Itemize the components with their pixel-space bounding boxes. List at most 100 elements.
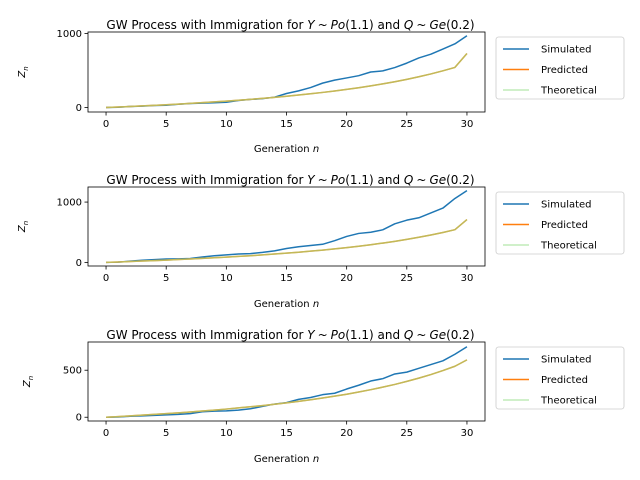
x-tick-label: 10	[220, 119, 233, 130]
chart-panel-1: GW Process with Immigration for Y ~ Po(1.1…	[17, 18, 625, 155]
x-axis-label: Generation n	[254, 144, 319, 155]
x-tick-label: 10	[220, 273, 233, 284]
legend-label-predicted: Predicted	[541, 65, 588, 76]
legend-label-theoretical: Theoretical	[540, 86, 597, 97]
x-tick-label: 15	[280, 119, 293, 130]
y-tick-label: 0	[76, 413, 82, 424]
x-axis-label-var: n	[313, 454, 319, 465]
legend-label-simulated: Simulated	[541, 355, 592, 366]
title-sim: ~	[318, 328, 328, 342]
title-sim: ~	[416, 18, 426, 32]
x-tick-label: 15	[280, 273, 293, 284]
y-tick-label: 0	[76, 103, 82, 114]
title-var-y: Y	[307, 328, 316, 342]
y-axis-label-var: Z	[22, 379, 33, 388]
x-tick-label: 0	[103, 428, 109, 439]
title-and: and	[374, 173, 404, 187]
title-arg-ge: (0.2)	[446, 328, 474, 342]
legend-label-simulated: Simulated	[541, 45, 592, 56]
title-var-y: Y	[307, 18, 316, 32]
x-tick-label: 25	[400, 119, 413, 130]
x-axis-label-text: Generation	[254, 454, 313, 465]
title-var-q: Q	[404, 18, 413, 32]
y-axis-label-sub: n	[27, 376, 35, 380]
legend-label-theoretical: Theoretical	[540, 396, 597, 407]
y-tick-label: 0	[76, 258, 82, 269]
legend-label-predicted: Predicted	[541, 375, 588, 386]
title-var-q: Q	[404, 328, 413, 342]
title-sim: ~	[318, 173, 328, 187]
chart-panel-2: GW Process with Immigration for Y ~ Po(1.1…	[17, 173, 625, 310]
x-tick-label: 30	[461, 273, 474, 284]
title-var-y: Y	[307, 173, 316, 187]
x-tick-label: 10	[220, 428, 233, 439]
x-tick-label: 0	[103, 119, 109, 130]
series-line-theoretical	[106, 52, 468, 109]
series-line-simulated	[106, 189, 468, 264]
series-line-theoretical	[106, 359, 468, 418]
x-tick-label: 25	[400, 273, 413, 284]
y-tick-label: 1000	[57, 29, 82, 40]
legend-label-theoretical: Theoretical	[540, 241, 597, 252]
title-arg-po: (1.1)	[345, 328, 373, 342]
x-axis-label: Generation n	[254, 299, 319, 310]
legend-label-predicted: Predicted	[541, 220, 588, 231]
x-tick-label: 20	[340, 428, 353, 439]
legend-box	[495, 346, 625, 410]
title-prefix: GW Process with Immigration for	[106, 328, 307, 342]
title-arg-po: (1.1)	[345, 18, 373, 32]
y-axis-label: Zn	[22, 376, 35, 388]
legend-label-simulated: Simulated	[541, 200, 592, 211]
x-tick-label: 20	[340, 273, 353, 284]
x-tick-label: 25	[400, 428, 413, 439]
title-and: and	[374, 328, 404, 342]
chart-title: GW Process with Immigration for Y ~ Po(1.1…	[106, 18, 474, 32]
title-sim: ~	[416, 328, 426, 342]
y-axis-label-sub: n	[22, 221, 30, 225]
x-axis-label-text: Generation	[254, 299, 313, 310]
legend: Simulated Predicted Theoretical	[495, 346, 625, 410]
legend-box	[495, 191, 625, 255]
title-arg-ge: (0.2)	[446, 173, 474, 187]
series-line-theoretical	[106, 218, 468, 264]
x-tick-label: 30	[461, 119, 474, 130]
title-dist-po: Po	[331, 328, 346, 342]
legend-box	[495, 36, 625, 100]
title-prefix: GW Process with Immigration for	[106, 18, 307, 32]
title-arg-ge: (0.2)	[446, 18, 474, 32]
y-axis-label-sub: n	[22, 66, 30, 70]
legend: Simulated Predicted Theoretical	[495, 191, 625, 255]
title-dist-ge: Ge	[429, 328, 446, 342]
title-var-q: Q	[404, 173, 413, 187]
y-axis-label: Zn	[17, 66, 30, 78]
y-axis-label-var: Z	[17, 224, 28, 233]
y-axis-label-var: Z	[17, 70, 28, 79]
title-sim: ~	[318, 18, 328, 32]
x-axis-label-var: n	[313, 144, 319, 155]
chart-panel-3: GW Process with Immigration for Y ~ Po(1.1…	[22, 328, 625, 465]
chart-title: GW Process with Immigration for Y ~ Po(1.1…	[106, 328, 474, 342]
title-dist-ge: Ge	[429, 173, 446, 187]
x-axis-label: Generation n	[254, 454, 319, 465]
title-prefix: GW Process with Immigration for	[106, 173, 307, 187]
x-axis-label-text: Generation	[254, 144, 313, 155]
x-tick-label: 20	[340, 119, 353, 130]
y-axis-label: Zn	[17, 221, 30, 233]
y-tick-label: 500	[63, 366, 82, 377]
title-sim: ~	[416, 173, 426, 187]
legend: Simulated Predicted Theoretical	[495, 36, 625, 100]
chart-title: GW Process with Immigration for Y ~ Po(1.1…	[106, 173, 474, 187]
x-tick-label: 5	[163, 273, 169, 284]
x-tick-label: 5	[163, 428, 169, 439]
x-tick-label: 5	[163, 119, 169, 130]
title-dist-ge: Ge	[429, 18, 446, 32]
title-and: and	[374, 18, 404, 32]
title-dist-po: Po	[331, 18, 346, 32]
y-tick-label: 1000	[57, 198, 82, 209]
x-axis-label-var: n	[313, 299, 319, 310]
title-dist-po: Po	[331, 173, 346, 187]
x-tick-label: 0	[103, 273, 109, 284]
title-arg-po: (1.1)	[345, 173, 373, 187]
x-tick-label: 15	[280, 428, 293, 439]
